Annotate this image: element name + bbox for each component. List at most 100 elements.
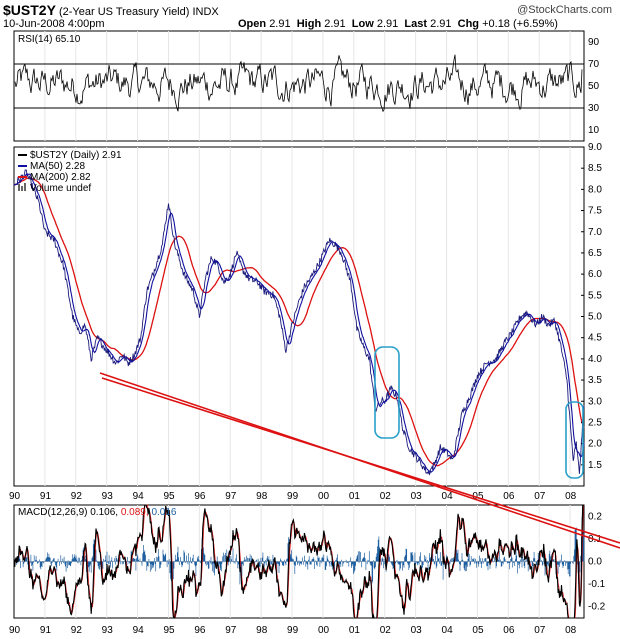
- x-tick-label: 90: [9, 491, 21, 502]
- macd-legend-label: MACD(12,26,9): [18, 507, 87, 518]
- exchange: INDX: [192, 6, 219, 18]
- macd-legend-hist: 0.016: [151, 507, 176, 518]
- ma50-line: [13, 173, 585, 473]
- open-value: 2.91: [269, 18, 291, 30]
- rsi-tick-label: 30: [588, 103, 600, 114]
- legend-price: $UST2Y (Daily) 2.91: [30, 150, 122, 161]
- x-tick-label: 91: [40, 491, 52, 502]
- price-tick-label: 7.0: [588, 227, 602, 238]
- macd-tick-label: 0.0: [588, 557, 602, 568]
- price-tick-label: 3.0: [588, 396, 602, 407]
- price-tick-label: 6.0: [588, 269, 602, 280]
- highlight-box-2002: [374, 346, 400, 439]
- low-label: Low: [351, 18, 374, 30]
- symbol: $UST2Y: [3, 2, 56, 18]
- macd-axis: 0.20.10.0-0.1-0.2: [588, 511, 606, 612]
- x-tick-label: 98: [256, 491, 268, 502]
- x-tick-label: 91: [40, 625, 52, 636]
- rsi-tick-label: 10: [588, 125, 600, 136]
- high-label: High: [296, 18, 322, 30]
- price-tick-label: 5.5: [588, 290, 602, 301]
- price-grid: [44, 147, 571, 486]
- low-value: 2.91: [376, 18, 399, 30]
- x-tick-label: 05: [472, 625, 484, 636]
- rsi-axis: 90 70 50 30 10: [588, 37, 600, 136]
- quote-date: 10-Jun-2008 4:00pm: [3, 18, 105, 30]
- trendline-lower: [101, 377, 620, 544]
- price-tick-label: 3.5: [588, 375, 602, 386]
- macd-tick-label: 0.2: [588, 511, 602, 522]
- price-tick-label: 4.5: [588, 333, 602, 344]
- chg-label: Chg: [457, 18, 480, 30]
- price-tick-label: 8.5: [588, 163, 602, 174]
- rsi-tick-label: 50: [588, 81, 600, 92]
- rsi-line: [14, 54, 583, 113]
- x-tick-label: 07: [534, 491, 546, 502]
- x-tick-label: 92: [71, 625, 83, 636]
- price-tick-label: 5.0: [588, 312, 602, 323]
- x-axis-bottom: 90 91 92 93 94 95 96 97 98 99 00 01 02 03 04 05 06 07 08: [9, 625, 577, 636]
- x-tick-label: 05: [472, 491, 484, 502]
- x-tick-label: 03: [411, 491, 423, 502]
- x-tick-label: 04: [442, 491, 454, 502]
- x-tick-label: 08: [565, 625, 577, 636]
- x-tick-label: 00: [318, 491, 330, 502]
- x-tick-label: 08: [565, 491, 577, 502]
- last-value: 2.91: [430, 18, 452, 30]
- x-tick-label: 95: [163, 491, 175, 502]
- price-tick-label: 2.5: [588, 417, 602, 428]
- x-tick-label: 90: [9, 625, 21, 636]
- x-tick-label: 93: [102, 491, 114, 502]
- price-axis: 9.0 8.5 8.0 7.5 7.0 6.5 6.0 5.5 5.0 4.5 4.0 3.5 3.0 2…: [581, 142, 602, 471]
- rsi-tick-label: 70: [588, 59, 600, 70]
- highlight-box-2008: [565, 401, 584, 479]
- x-tick-label: 96: [194, 625, 206, 636]
- price-tick-label: 1.5: [588, 460, 602, 471]
- price-tick-label: 4.0: [588, 354, 602, 365]
- x-tick-label: 94: [133, 491, 145, 502]
- symbol-name: (2-Year US Treasury Yield): [58, 6, 190, 18]
- price-legend: $UST2Y (Daily) 2.91 MA(50) 2.28 MA(200) …: [18, 150, 122, 194]
- legend-ma50: MA(50) 2.28: [30, 161, 85, 172]
- x-tick-label: 03: [411, 625, 423, 636]
- chg-value: +0.18 (+6.59%): [482, 18, 558, 30]
- price-panel: [13, 146, 585, 487]
- price-tick-label: 2.0: [588, 439, 602, 450]
- price-tick-label: 8.0: [588, 184, 602, 195]
- x-tick-label: 93: [102, 625, 114, 636]
- macd-legend-signal: 0.089,: [121, 507, 149, 518]
- macd-legend: MACD(12,26,9) 0.106, 0.089, 0.016: [18, 507, 177, 518]
- x-tick-label: 98: [256, 625, 268, 636]
- ma200-line: [13, 177, 585, 467]
- x-tick-label: 01: [349, 625, 361, 636]
- macd-tick-label: -0.2: [588, 602, 606, 613]
- macd-tick-label: -0.1: [588, 579, 606, 590]
- rsi-tick-label: 90: [588, 37, 600, 48]
- x-tick-label: 02: [380, 491, 392, 502]
- x-tick-label: 97: [225, 491, 237, 502]
- x-tick-label: 99: [287, 491, 299, 502]
- quote-line: Open 2.91 High 2.91 Low 2.91 Last 2.91 C…: [238, 18, 558, 30]
- x-tick-label: 94: [133, 625, 145, 636]
- legend-volume: Volume undef: [30, 183, 91, 194]
- price-tick-label: 7.5: [588, 206, 602, 217]
- credit: @StockCharts.com: [517, 4, 612, 16]
- macd-legend-macd: 0.106,: [90, 507, 118, 518]
- x-tick-label: 06: [503, 491, 515, 502]
- macd-line: [13, 504, 584, 619]
- x-tick-label: 04: [442, 625, 454, 636]
- x-tick-label: 02: [380, 625, 392, 636]
- x-tick-label: 06: [503, 625, 515, 636]
- x-tick-label: 97: [225, 625, 237, 636]
- x-axis-middle: 90 91 92 93 94 95 96 97 98 99 00 01 02 03 04 05 06 07 08: [9, 491, 577, 502]
- rsi-grid: [14, 31, 584, 141]
- x-tick-label: 96: [194, 491, 206, 502]
- x-tick-label: 07: [534, 625, 546, 636]
- price-tick-label: 9.0: [588, 142, 602, 153]
- price-tick-label: 6.5: [588, 248, 602, 259]
- x-tick-label: 99: [287, 625, 299, 636]
- last-label: Last: [404, 18, 428, 30]
- x-tick-label: 00: [318, 625, 330, 636]
- x-tick-label: 01: [349, 491, 361, 502]
